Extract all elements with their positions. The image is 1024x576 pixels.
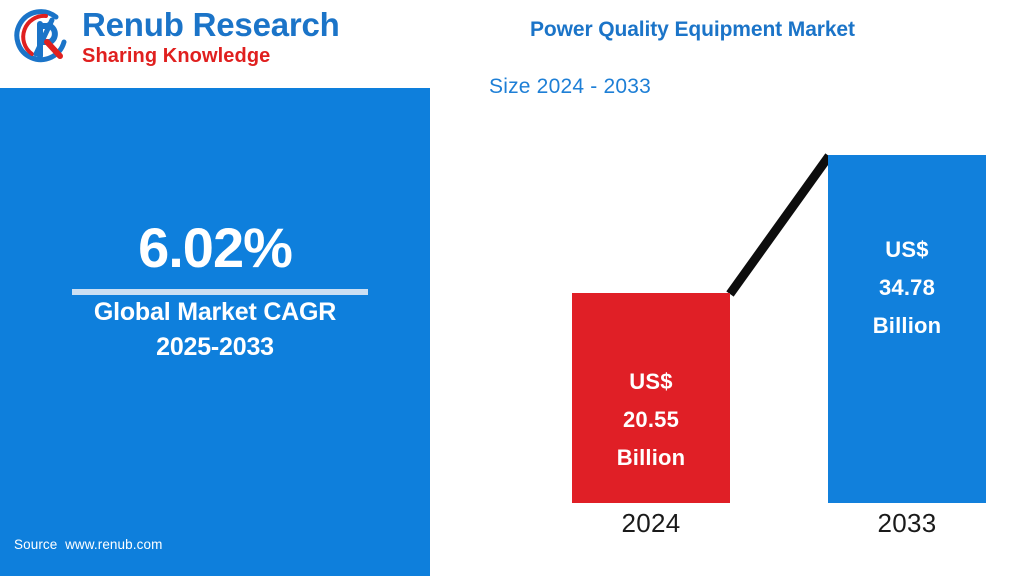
- brand-wordmark: Renub Research Sharing Knowledge: [82, 6, 344, 68]
- brand-tagline: Sharing Knowledge: [82, 45, 271, 67]
- cagr-value: 6.02%: [138, 216, 293, 279]
- divider: [72, 289, 368, 295]
- bar-2033-amount: 34.78: [878, 275, 936, 300]
- bar-2033-currency: US$: [885, 237, 929, 262]
- bar-chart: US$ 20.55 Billion US$ 34.78 Billion 2024…: [430, 88, 1024, 576]
- bar-2024-value-label: US$ 20.55 Billion: [572, 363, 730, 477]
- source-note: Source www.renub.com: [14, 537, 163, 552]
- cagr-stat-panel: 6.02% Global Market CAGR 2025-2033 Sourc…: [0, 88, 430, 576]
- page-title: Power Quality Equipment Market: [530, 18, 855, 41]
- brand-logo-block: Renub Research Sharing Knowledge: [8, 2, 348, 82]
- bar-2024-amount: 20.55: [622, 407, 680, 432]
- bar-2024-currency: US$: [629, 369, 673, 394]
- brand-name: Renub Research: [82, 6, 340, 43]
- axis-label-2024: 2024: [621, 508, 681, 538]
- bar-2033-unit: Billion: [872, 313, 942, 338]
- bar-2033: US$ 34.78 Billion: [828, 155, 986, 503]
- bar-2024: US$ 20.55 Billion: [572, 293, 730, 503]
- circular-arrow-r-logo-icon: [12, 8, 78, 70]
- cagr-label-period: 2025-2033: [156, 333, 274, 361]
- cagr-label-primary: Global Market CAGR: [93, 298, 337, 326]
- axis-label-2033: 2033: [877, 508, 937, 538]
- bar-2033-value-label: US$ 34.78 Billion: [828, 231, 986, 345]
- bar-2024-unit: Billion: [616, 445, 686, 470]
- page-subtitle: Size 2024 - 2033: [489, 75, 651, 98]
